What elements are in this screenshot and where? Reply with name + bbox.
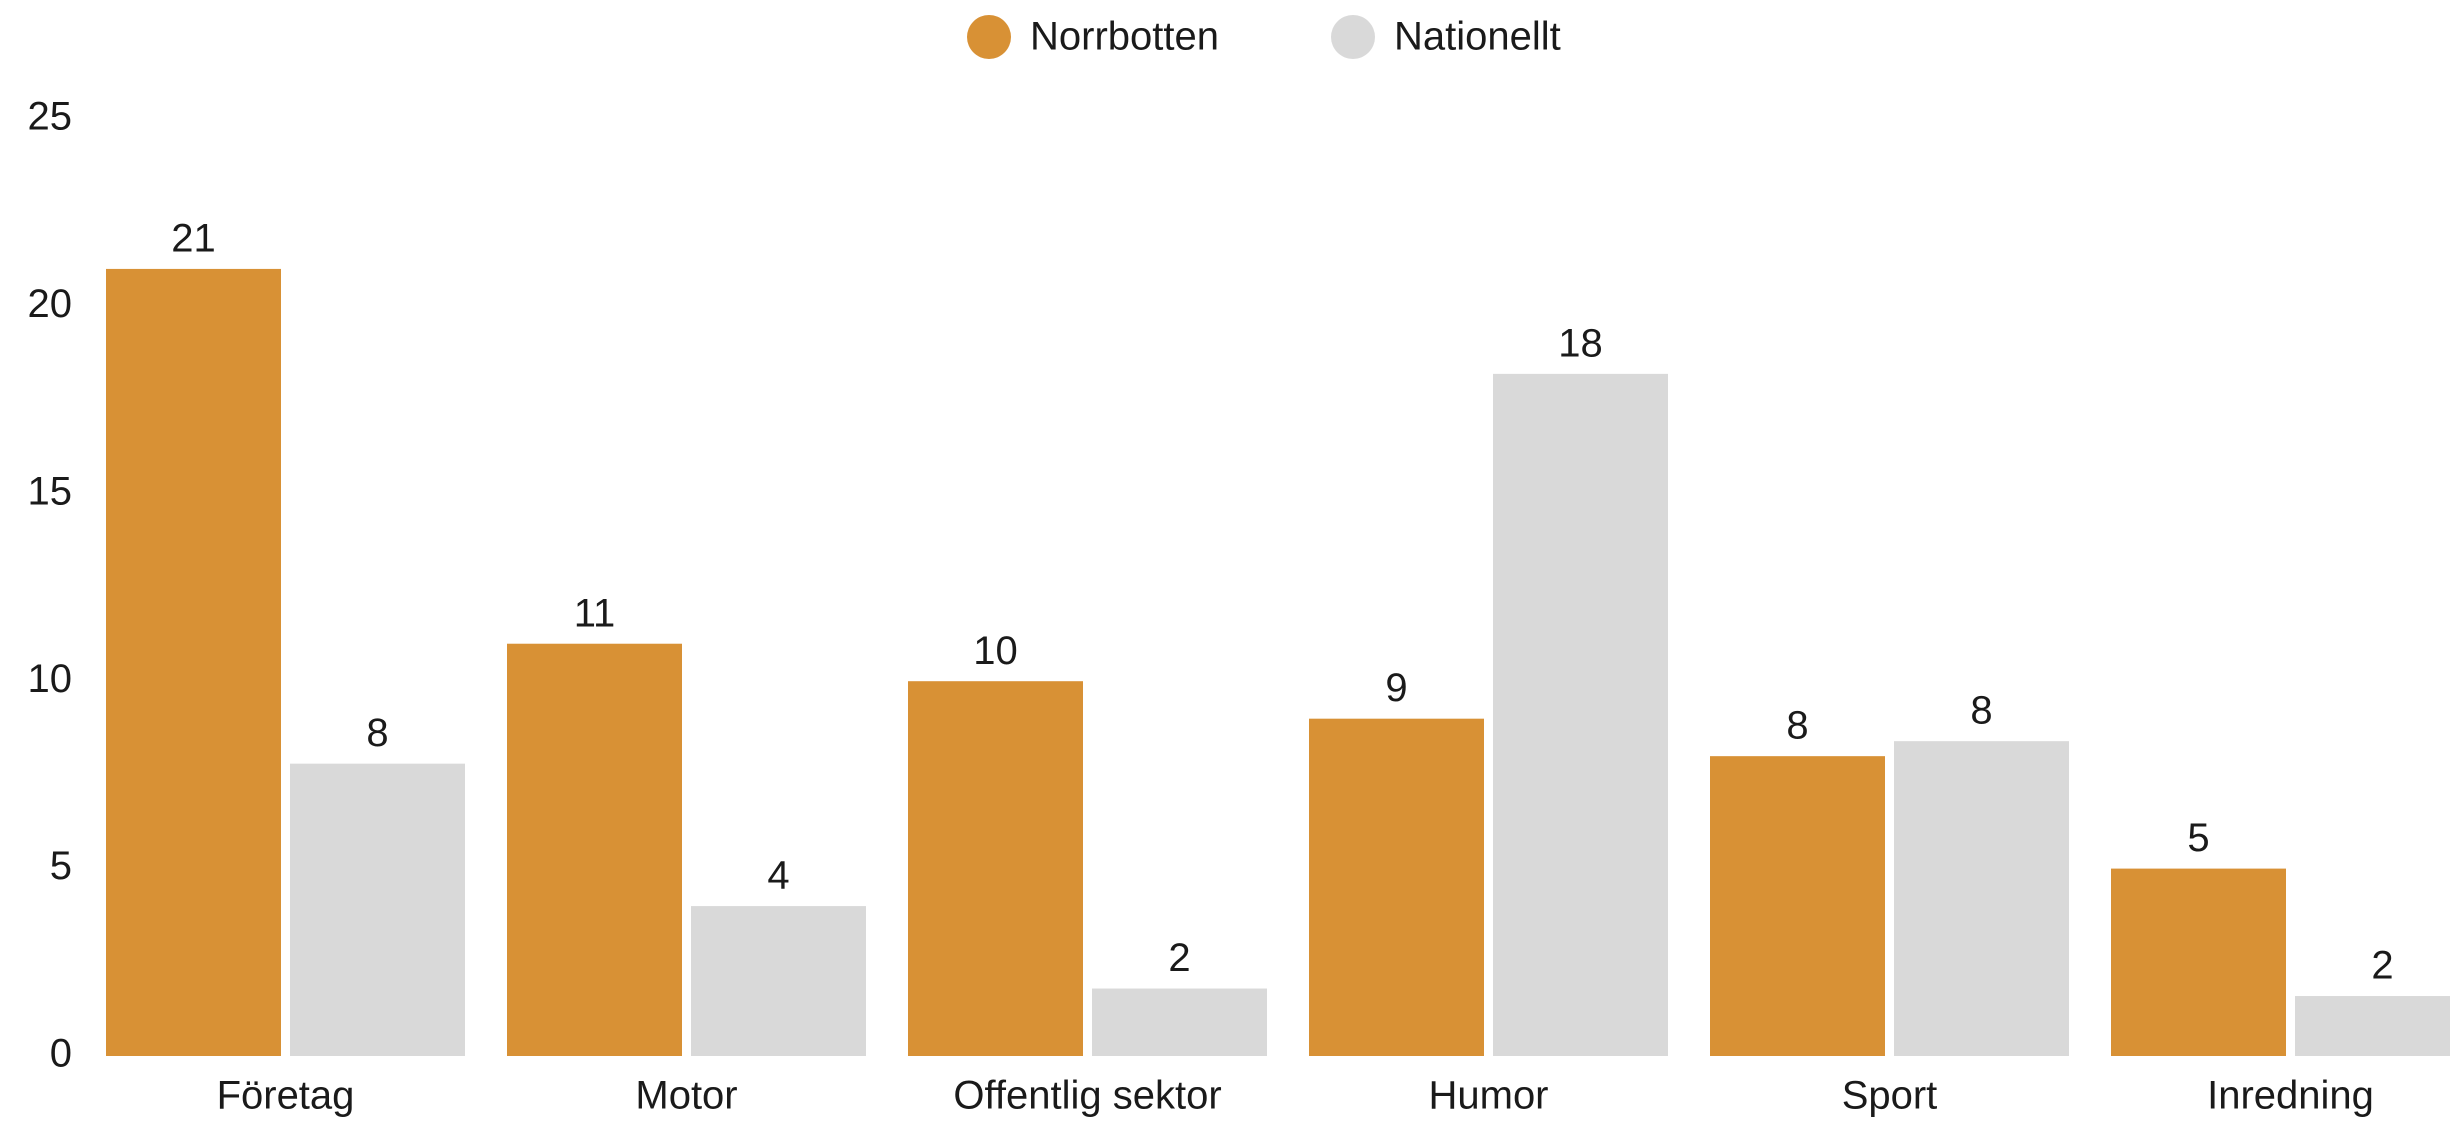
value-label: 8 (366, 711, 388, 755)
value-label: 11 (574, 591, 616, 635)
value-label: 4 (767, 854, 789, 898)
legend-label: Norrbotten (1030, 15, 1219, 59)
y-tick-label: 25 (28, 95, 73, 139)
bar (1309, 718, 1484, 1056)
bar (507, 643, 682, 1056)
value-label: 9 (1385, 666, 1407, 710)
y-tick-label: 5 (50, 844, 72, 888)
bar (691, 906, 866, 1056)
x-tick-label: Humor (1428, 1074, 1548, 1118)
y-tick-label: 0 (50, 1032, 72, 1076)
x-tick-label: Företag (217, 1074, 355, 1118)
bar (2295, 996, 2450, 1056)
bar (106, 268, 281, 1056)
legend-swatch (967, 15, 1011, 59)
bar (1710, 756, 1885, 1056)
value-label: 2 (1168, 936, 1190, 980)
bar (290, 763, 465, 1056)
value-label: 8 (1970, 689, 1992, 733)
bar (1092, 988, 1267, 1056)
x-tick-label: Sport (1842, 1074, 1938, 1118)
x-tick-label: Motor (635, 1074, 737, 1118)
value-label: 5 (2187, 816, 2209, 860)
bar (2111, 868, 2286, 1056)
value-label: 18 (1558, 321, 1603, 365)
value-label: 2 (2371, 944, 2393, 988)
y-tick-label: 20 (28, 282, 73, 326)
bar (908, 681, 1083, 1056)
legend-swatch (1331, 15, 1375, 59)
bar (1493, 373, 1668, 1056)
legend-label: Nationellt (1394, 15, 1561, 59)
y-tick-label: 15 (28, 469, 73, 513)
x-tick-label: Inredning (2207, 1074, 2374, 1118)
value-label: 10 (973, 629, 1018, 673)
x-tick-label: Offentlig sektor (953, 1074, 1221, 1118)
bar (1894, 741, 2069, 1056)
value-label: 21 (171, 216, 216, 260)
value-label: 8 (1786, 704, 1808, 748)
y-tick-label: 10 (28, 657, 73, 701)
